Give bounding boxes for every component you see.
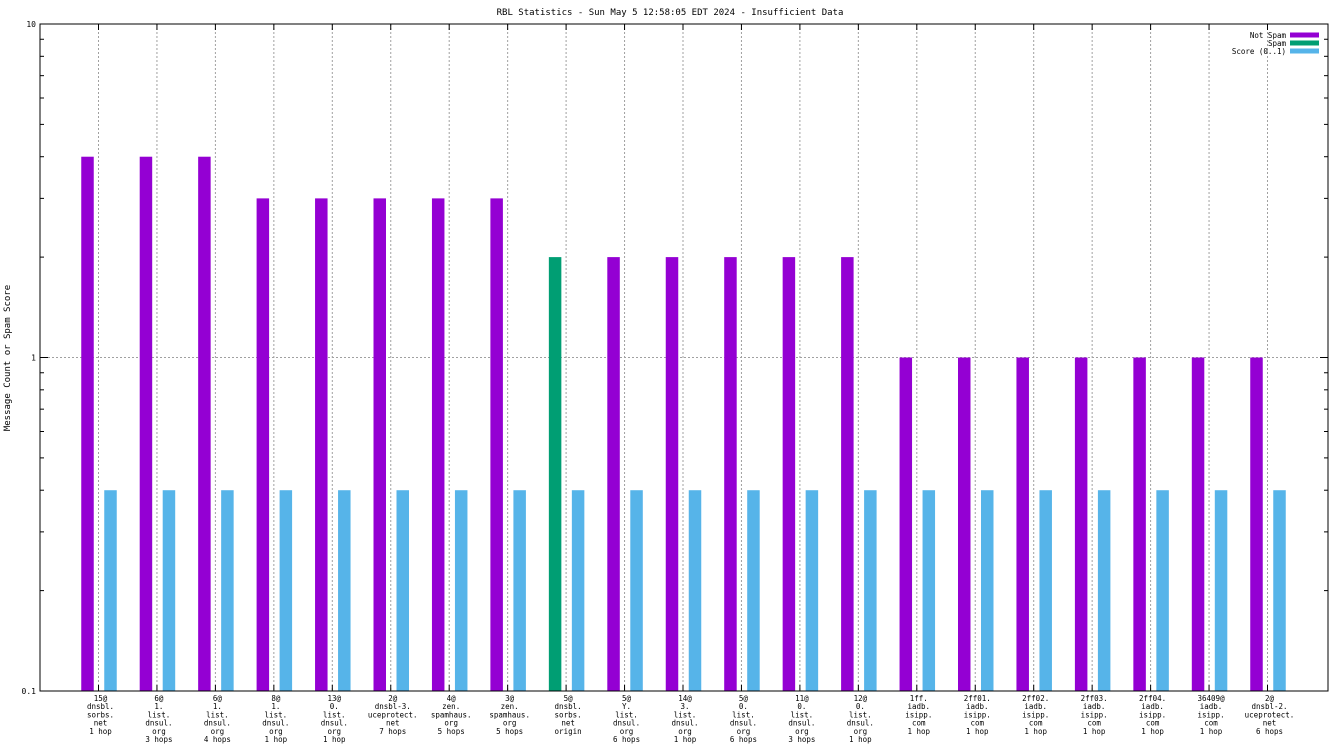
score-bar: [805, 490, 819, 691]
x-tick-labels: 15@ dnsbl. sorbs. net 1 hop 6@ 1. list. dnsul. or…: [87, 694, 1294, 744]
x-tick-label: 6@ 1. list. dnsul. org 3 hops: [145, 694, 172, 744]
score-bar: [396, 490, 409, 691]
score-bar: [162, 490, 176, 691]
score-bar: [981, 490, 994, 691]
x-tick-label: 5@ Y. list. dnsul. org 6 hops: [613, 694, 640, 744]
score-bar: [1273, 490, 1286, 691]
score-bar: [279, 490, 293, 691]
not-spam-bar: [1191, 357, 1205, 691]
not-spam-bar: [1250, 357, 1263, 691]
x-tick-label: 3@ zen. spamhaus. org 5 hops: [489, 694, 530, 736]
x-tick-label: 1ff. iadb. isipp. com 1 hop: [905, 694, 932, 736]
not-spam-bar: [1016, 357, 1029, 691]
not-spam-bar: [315, 198, 328, 691]
score-bar: [338, 490, 351, 691]
score-bar: [571, 490, 585, 691]
not-spam-bar: [782, 257, 796, 691]
not-spam-bar: [198, 156, 211, 691]
score-bar: [1097, 490, 1111, 691]
x-tick-label: 12@ 0. list. dnsul. org 1 hop: [847, 694, 874, 744]
x-tick-label: 5@ 0. list. dnsul. org 6 hops: [730, 694, 757, 744]
x-tick-label: 8@ 1. list. dnsul. org 1 hop: [262, 694, 289, 744]
score-bar: [1156, 490, 1169, 691]
legend-swatch: [1290, 32, 1319, 38]
score-bar: [513, 490, 526, 691]
x-tick-label: 2ff02. iadb. isipp. com 1 hop: [1022, 694, 1049, 736]
score-bar: [688, 490, 702, 691]
y-tick-label: 0.1: [22, 687, 37, 696]
legend-swatch: [1290, 48, 1319, 54]
x-tick-label: 2ff04. iadb. isipp. com 1 hop: [1139, 694, 1166, 736]
x-tick-label: 15@ dnsbl. sorbs. net 1 hop: [87, 694, 114, 736]
score-bar: [1039, 490, 1052, 691]
x-tick-label: 11@ 0. list. dnsul. org 3 hops: [788, 694, 815, 744]
x-tick-label: 2@ dnsbl-2. uceprotect. net 6 hops: [1245, 694, 1295, 736]
y-tick-label: 10: [26, 20, 36, 29]
axis-ticks: 0.1 1 10: [22, 20, 1328, 696]
x-tick-label: 13@ 0. list. dnsul. org 1 hop: [321, 694, 348, 744]
score-bar: [747, 490, 760, 691]
score-bar: [454, 490, 468, 691]
not-spam-bar: [665, 257, 679, 691]
score-bar: [1214, 490, 1228, 691]
not-spam-bar: [607, 257, 620, 691]
not-spam-bar: [958, 357, 971, 691]
not-spam-bar: [841, 257, 854, 691]
score-bar: [104, 490, 117, 691]
x-tick-label: 2@ dnsbl-3. uceprotect. net 7 hops: [368, 694, 418, 736]
x-tick-label: 14@ 3. list. dnsul. org 1 hop: [671, 694, 698, 744]
score-bar: [221, 490, 234, 691]
grid-lines: [40, 24, 1328, 691]
chart-title: RBL Statistics - Sun May 5 12:58:05 EDT …: [497, 8, 844, 18]
not-spam-bar: [724, 257, 737, 691]
legend-label: Spam: [1268, 39, 1287, 48]
x-tick-label: 5@ dnsbl. sorbs. net origin: [555, 694, 582, 736]
x-tick-label: 6@ 1. list. dnsul. org 4 hops: [204, 694, 231, 744]
not-spam-bar: [256, 198, 270, 691]
not-spam-bar: [1074, 357, 1088, 691]
legend-swatch: [1290, 40, 1319, 46]
score-bar: [922, 490, 936, 691]
not-spam-bar: [899, 357, 913, 691]
legend-label: Score (0..1): [1232, 47, 1286, 56]
legend-label: Not Spam: [1250, 31, 1287, 40]
x-tick-label: 2ff01. iadb. isipp. com 1 hop: [964, 694, 991, 736]
y-tick-label: 1: [31, 354, 36, 363]
spam-bar: [548, 257, 562, 691]
x-tick-label: 36409@ iadb. isipp. com 1 hop: [1198, 694, 1226, 736]
x-tick-label: 2ff03. iadb. isipp. com 1 hop: [1081, 694, 1108, 736]
not-spam-bar: [81, 156, 94, 691]
not-spam-bar: [139, 156, 153, 691]
x-tick-label: 4@ zen. spamhaus. org 5 hops: [431, 694, 472, 736]
not-spam-bar: [431, 198, 445, 691]
y-axis-label: Message Count or Spam Score: [3, 285, 13, 431]
score-bar: [864, 490, 877, 691]
not-spam-bar: [1133, 357, 1146, 691]
not-spam-bar: [490, 198, 503, 691]
not-spam-bar: [373, 198, 386, 691]
score-bar: [630, 490, 643, 691]
bars: [81, 156, 1286, 691]
